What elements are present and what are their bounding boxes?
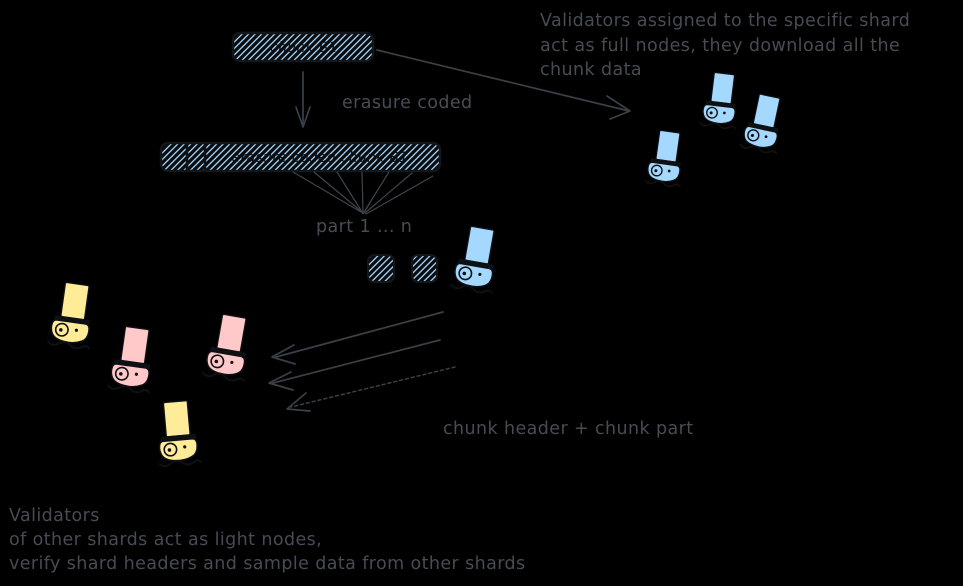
chunk-box-border bbox=[231, 31, 375, 63]
transfer-label: chunk header + chunk part bbox=[443, 419, 694, 439]
full-node-validator-icon bbox=[739, 91, 789, 156]
erasure-coded-label: erasure coded bbox=[342, 93, 473, 113]
coded-box-hachure bbox=[161, 143, 440, 171]
chunk-part-transfer-arrow-2 bbox=[268, 339, 441, 391]
full-nodes-note: Validators assigned to the specific shar… bbox=[540, 11, 910, 80]
light-node-validator-icon bbox=[201, 311, 256, 384]
light-nodes-note: Validators of other shards act as light … bbox=[9, 506, 526, 574]
chunk-box: chunk B1 bbox=[231, 31, 375, 63]
light-node-validator-icon bbox=[106, 324, 159, 396]
full-nodes-note-line-3: chunk data bbox=[540, 60, 642, 80]
to-full-nodes-arrow bbox=[376, 49, 631, 120]
light-node-validator-icon bbox=[46, 280, 99, 352]
erasure-coded-chunk-box: erasure coded chunk B1 bbox=[159, 141, 442, 173]
chunk-part-icon bbox=[367, 254, 395, 283]
light-nodes-note-line-2: of other shards act as light nodes, bbox=[9, 530, 322, 550]
full-nodes-note-line-2: act as full nodes, they download all the bbox=[540, 36, 900, 56]
erasure-arrow bbox=[295, 71, 311, 128]
full-node-validator-icon bbox=[643, 128, 689, 189]
chunk-box-label: chunk B1 bbox=[270, 40, 338, 56]
full-node-validator-icon bbox=[699, 70, 743, 131]
parts-fan-arrows bbox=[292, 171, 434, 215]
light-node-validator-icon bbox=[153, 398, 203, 469]
coded-box-border bbox=[159, 141, 442, 173]
chunk-box-hachure bbox=[233, 33, 373, 61]
coded-box-label: erasure coded chunk B1 bbox=[231, 150, 408, 166]
chunk-part-icon bbox=[411, 254, 438, 283]
light-nodes-note-line-1: Validators bbox=[9, 506, 100, 526]
full-nodes-note-line-1: Validators assigned to the specific shar… bbox=[540, 11, 910, 31]
light-nodes-note-line-3: verify shard headers and sample data fro… bbox=[9, 554, 526, 574]
shard-validator-icon bbox=[449, 223, 504, 296]
parts-label: part 1 ... n bbox=[316, 217, 412, 237]
chunk-part-transfer-arrow-3 bbox=[286, 366, 456, 412]
chunk-part-transfer-arrow-1 bbox=[271, 311, 444, 365]
